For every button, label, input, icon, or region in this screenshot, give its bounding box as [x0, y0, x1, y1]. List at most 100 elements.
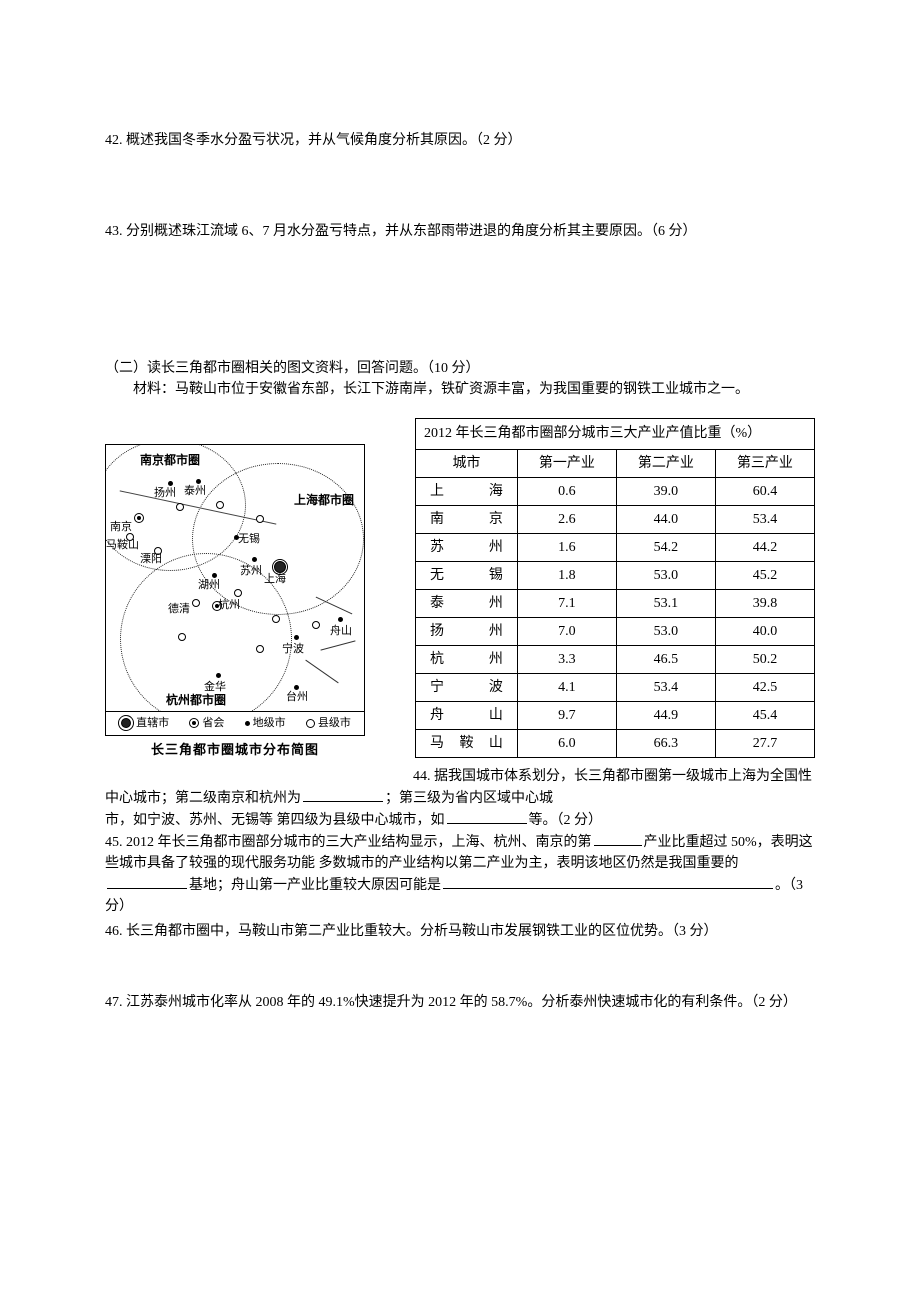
- cell-value: 44.2: [715, 534, 814, 562]
- cell-city: 马鞍山: [416, 730, 518, 758]
- map-figure: 南京都市圈 上海都市圈 杭州都市圈 上海 南京 杭州 苏州 无锡 扬州 泰州: [105, 444, 365, 759]
- cell-value: 53.0: [616, 562, 715, 590]
- q45-blank-3[interactable]: [443, 874, 773, 889]
- cell-value: 53.0: [616, 618, 715, 646]
- q45-seg-c: 基地；舟山第一产业比重较大原因可能是: [189, 878, 441, 893]
- legend-capital-icon: [189, 718, 199, 728]
- cell-city: 无锡: [416, 562, 518, 590]
- legend-capital-label: 省会: [202, 715, 224, 732]
- cell-value: 45.4: [715, 702, 814, 730]
- q45-blank-1[interactable]: [594, 831, 642, 846]
- dot-suzhou: [252, 557, 257, 562]
- cell-value: 9.7: [517, 702, 616, 730]
- spacer: [105, 312, 815, 348]
- q44-seg-c: 市，如宁波、苏州、无锡等 第四级为县级中心城市，如: [105, 813, 445, 828]
- cell-value: 54.2: [616, 534, 715, 562]
- cell-city: 泰州: [416, 590, 518, 618]
- coastline2: [320, 640, 355, 650]
- cell-value: 3.3: [517, 646, 616, 674]
- table-row: 杭州3.346.550.2: [416, 646, 815, 674]
- legend-pref-label: 地级市: [253, 715, 286, 732]
- answer-space-43: [105, 256, 815, 312]
- dot-anon6: [312, 621, 320, 629]
- table-row: 宁波4.153.442.5: [416, 674, 815, 702]
- col-ind2: 第二产业: [616, 450, 715, 478]
- dot-anon8: [178, 633, 186, 641]
- q45-blank-2[interactable]: [107, 874, 187, 889]
- cell-city: 宁波: [416, 674, 518, 702]
- q45-num: 45.: [105, 835, 126, 850]
- city-yangzhou: 扬州: [154, 485, 176, 502]
- city-maanshan: 马鞍山: [106, 537, 139, 554]
- cell-value: 1.8: [517, 562, 616, 590]
- cell-value: 50.2: [715, 646, 814, 674]
- dot-anon5: [272, 615, 280, 623]
- city-taizhou2: 台州: [286, 689, 308, 706]
- cell-value: 1.6: [517, 534, 616, 562]
- label-shanghai-circle: 上海都市圈: [294, 491, 354, 509]
- city-huzhou: 湖州: [198, 577, 220, 594]
- map-box: 南京都市圈 上海都市圈 杭州都市圈 上海 南京 杭州 苏州 无锡 扬州 泰州: [105, 444, 365, 712]
- cell-value: 45.2: [715, 562, 814, 590]
- cell-value: 53.1: [616, 590, 715, 618]
- cell-city: 苏州: [416, 534, 518, 562]
- question-44-continued: 市，如宁波、苏州、无锡等 第四级为县级中心城市，如等。（2 分）: [105, 809, 815, 831]
- cell-value: 4.1: [517, 674, 616, 702]
- dot-jinhua: [216, 673, 221, 678]
- city-ningbo: 宁波: [282, 641, 304, 658]
- label-nanjing-circle: 南京都市圈: [140, 451, 200, 469]
- cell-value: 7.0: [517, 618, 616, 646]
- cell-value: 42.5: [715, 674, 814, 702]
- legend-pref: 地级市: [245, 715, 286, 732]
- cell-value: 40.0: [715, 618, 814, 646]
- question-45: 45. 2012 年长三角都市圈部分城市的三大产业结构显示，上海、杭州、南京的第…: [105, 831, 815, 917]
- coastline: [316, 597, 353, 615]
- dot-anon4: [234, 589, 242, 597]
- cell-value: 6.0: [517, 730, 616, 758]
- cell-city: 舟山: [416, 702, 518, 730]
- legend-direct-label: 直辖市: [136, 715, 169, 732]
- question-42: 42. 概述我国冬季水分盈亏状况，并从气候角度分析其原因。（2 分）: [105, 130, 815, 151]
- city-hangzhou: 杭州: [218, 597, 240, 614]
- cell-value: 39.0: [616, 478, 715, 506]
- legend-capital: 省会: [189, 715, 224, 732]
- answer-space-42: [105, 165, 815, 221]
- cell-value: 2.6: [517, 506, 616, 534]
- table-row: 扬州7.053.040.0: [416, 618, 815, 646]
- map-caption: 长三角都市圈城市分布简图: [105, 740, 365, 760]
- q44-blank-2[interactable]: [447, 809, 527, 824]
- q44-num: 44.: [413, 769, 434, 784]
- city-liyang: 溧阳: [140, 551, 162, 568]
- table-row: 南京2.644.053.4: [416, 506, 815, 534]
- dot-anon2: [216, 501, 224, 509]
- cell-value: 27.7: [715, 730, 814, 758]
- cell-city: 扬州: [416, 618, 518, 646]
- cell-city: 杭州: [416, 646, 518, 674]
- city-wuxi: 无锡: [238, 531, 260, 548]
- city-zhoushan: 舟山: [330, 623, 352, 640]
- col-ind3: 第三产业: [715, 450, 814, 478]
- answer-space-46: [105, 956, 815, 992]
- question-47: 47. 江苏泰州城市化率从 2008 年的 49.1%快速提升为 2012 年的…: [105, 992, 815, 1013]
- cell-value: 0.6: [517, 478, 616, 506]
- legend-county: 县级市: [306, 715, 351, 732]
- legend-county-label: 县级市: [318, 715, 351, 732]
- table-title: 2012 年长三角都市圈部分城市三大产业产值比重（%）: [416, 419, 815, 450]
- cell-value: 46.5: [616, 646, 715, 674]
- question-43: 43. 分别概述珠江流域 6、7 月水分盈亏特点，并从东部雨带进退的角度分析其主…: [105, 221, 815, 242]
- cell-value: 53.4: [616, 674, 715, 702]
- cell-value: 60.4: [715, 478, 814, 506]
- table-header-row: 城市 第一产业 第二产业 第三产业: [416, 450, 815, 478]
- table-row: 舟山9.744.945.4: [416, 702, 815, 730]
- q44-seg-b: ；第三级为省内区域中心城: [385, 791, 553, 806]
- legend-direct: 直辖市: [119, 715, 169, 732]
- q44-blank-1[interactable]: [303, 787, 383, 802]
- table-body: 上海0.639.060.4南京2.644.053.4苏州1.654.244.2无…: [416, 478, 815, 758]
- table-row: 无锡1.853.045.2: [416, 562, 815, 590]
- q45-seg-a: 2012 年长三角都市圈部分城市的三大产业结构显示，上海、杭州、南京的第: [126, 835, 592, 850]
- city-shanghai: 上海: [264, 571, 286, 588]
- dot-deqing: [192, 599, 200, 607]
- dot-nanjing: [134, 513, 144, 523]
- cell-value: 66.3: [616, 730, 715, 758]
- city-suzhou: 苏州: [240, 563, 262, 580]
